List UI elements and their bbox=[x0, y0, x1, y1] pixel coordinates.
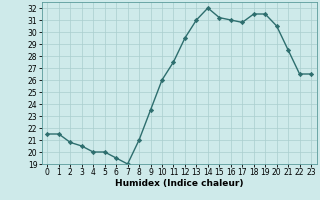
X-axis label: Humidex (Indice chaleur): Humidex (Indice chaleur) bbox=[115, 179, 244, 188]
